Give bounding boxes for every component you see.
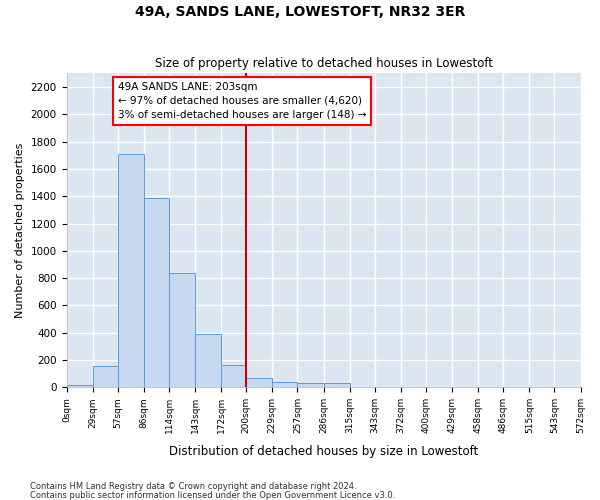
Text: 49A SANDS LANE: 203sqm
← 97% of detached houses are smaller (4,620)
3% of semi-d: 49A SANDS LANE: 203sqm ← 97% of detached…	[118, 82, 366, 120]
Bar	[272, 382, 298, 388]
X-axis label: Distribution of detached houses by size in Lowestoft: Distribution of detached houses by size …	[169, 444, 478, 458]
Bar	[67, 385, 92, 388]
Title: Size of property relative to detached houses in Lowestoft: Size of property relative to detached ho…	[155, 56, 493, 70]
Text: 49A, SANDS LANE, LOWESTOFT, NR32 3ER: 49A, SANDS LANE, LOWESTOFT, NR32 3ER	[135, 5, 465, 19]
Text: Contains public sector information licensed under the Open Government Licence v3: Contains public sector information licen…	[30, 490, 395, 500]
Bar	[298, 383, 323, 388]
Bar	[221, 365, 246, 388]
Bar	[92, 366, 118, 388]
Bar	[118, 154, 144, 388]
Bar	[323, 384, 350, 388]
Bar	[195, 334, 221, 388]
Text: Contains HM Land Registry data © Crown copyright and database right 2024.: Contains HM Land Registry data © Crown c…	[30, 482, 356, 491]
Bar	[144, 198, 169, 388]
Y-axis label: Number of detached properties: Number of detached properties	[15, 142, 25, 318]
Bar	[169, 274, 195, 388]
Bar	[246, 378, 272, 388]
